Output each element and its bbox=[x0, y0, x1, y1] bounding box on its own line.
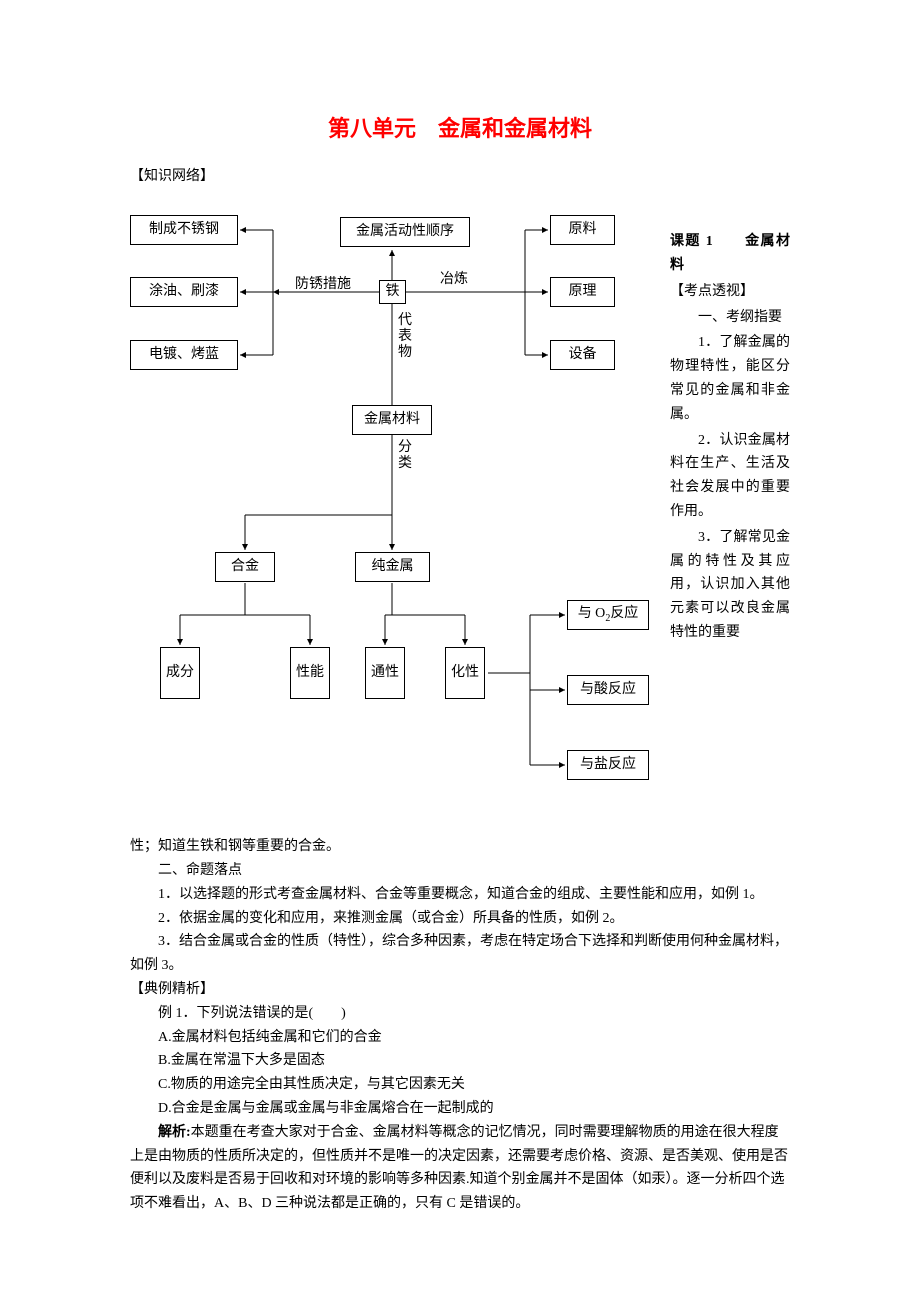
option-c: C.物质的用途完全由其性质决定，与其它因素无关 bbox=[130, 1073, 790, 1097]
p1: 性；知道生铁和钢等重要的合金。 bbox=[130, 835, 790, 859]
analysis-label: 解析: bbox=[158, 1125, 191, 1140]
node-equipment: 设备 bbox=[550, 340, 615, 370]
p6: 【典例精析】 bbox=[130, 978, 790, 1002]
node-composition: 成分 bbox=[160, 647, 200, 699]
outline-item-1: 1．了解金属的物理特性，能区分常见的金属和非金属。 bbox=[670, 331, 790, 426]
outline-item-2: 2．认识金属材料在生产、生活及社会发展中的重要作用。 bbox=[670, 429, 790, 524]
option-d: D.合金是金属与金属或金属与非金属熔合在一起制成的 bbox=[130, 1097, 790, 1121]
outline-item-3: 3．了解常见金属的特性及其应用，认识加入其他元素可以改良金属特性的重要 bbox=[670, 526, 790, 645]
node-paint: 涂油、刷漆 bbox=[130, 277, 238, 307]
option-b: B.金属在常温下大多是固态 bbox=[130, 1049, 790, 1073]
node-react-acid: 与酸反应 bbox=[567, 675, 649, 705]
node-pure-metal: 纯金属 bbox=[355, 552, 430, 582]
label-smelting: 冶炼 bbox=[440, 268, 468, 292]
analysis: 解析:本题重在考查大家对于合金、金属材料等概念的记忆情况，同时需要理解物质的用途… bbox=[130, 1121, 790, 1216]
node-raw: 原料 bbox=[550, 215, 615, 245]
node-react-o2-label: 与 O2反应 bbox=[578, 606, 639, 625]
node-metal-material: 金属材料 bbox=[352, 405, 432, 435]
node-react-o2: 与 O2反应 bbox=[567, 600, 649, 630]
analysis-text: 本题重在考查大家对于合金、金属材料等概念的记忆情况，同时需要理解物质的用途在很大… bbox=[130, 1125, 788, 1211]
node-activity-order: 金属活动性顺序 bbox=[340, 217, 470, 247]
node-plating: 电镀、烤蓝 bbox=[130, 340, 238, 370]
unit-title: 第八单元 金属和金属材料 bbox=[130, 110, 790, 147]
kaodian-heading: 【考点透视】 bbox=[670, 280, 790, 304]
p5: 3．结合金属或合金的性质（特性），综合多种因素，考虑在特定场合下选择和判断使用何… bbox=[130, 930, 790, 978]
knowledge-network-heading: 【知识网络】 bbox=[130, 165, 790, 189]
label-representative: 代表物 bbox=[397, 313, 413, 361]
node-react-salt: 与盐反应 bbox=[567, 750, 649, 780]
node-performance: 性能 bbox=[290, 647, 330, 699]
body-text: 性；知道生铁和钢等重要的合金。 二、命题落点 1．以选择题的形式考查金属材料、合… bbox=[130, 835, 790, 1216]
example-1: 例 1．下列说法错误的是( ) bbox=[130, 1002, 790, 1026]
kaogang-heading: 一、考纲指要 bbox=[670, 306, 790, 330]
knowledge-diagram: 制成不锈钢 涂油、刷漆 电镀、烤蓝 金属活动性顺序 铁 原料 原理 设备 金属材… bbox=[130, 195, 790, 835]
page-root: 第八单元 金属和金属材料 【知识网络】 bbox=[0, 0, 920, 1276]
node-principle: 原理 bbox=[550, 277, 615, 307]
node-stainless: 制成不锈钢 bbox=[130, 215, 238, 245]
option-a: A.金属材料包括纯金属和它们的合金 bbox=[130, 1026, 790, 1050]
topic-heading: 课题 1 金属材料 bbox=[670, 230, 790, 278]
node-iron: 铁 bbox=[379, 280, 406, 304]
label-rustproof: 防锈措施 bbox=[295, 273, 351, 297]
label-classify: 分类 bbox=[397, 440, 413, 472]
node-general: 通性 bbox=[365, 647, 405, 699]
p3: 1．以选择题的形式考查金属材料、合金等重要概念，知道合金的组成、主要性能和应用，… bbox=[130, 883, 790, 907]
node-alloy: 合金 bbox=[215, 552, 275, 582]
right-column: 课题 1 金属材料 【考点透视】 一、考纲指要 1．了解金属的物理特性，能区分常… bbox=[670, 230, 790, 647]
node-chemical: 化性 bbox=[445, 647, 485, 699]
p4: 2．依据金属的变化和应用，来推测金属（或合金）所具备的性质，如例 2。 bbox=[130, 907, 790, 931]
p2: 二、命题落点 bbox=[130, 859, 790, 883]
